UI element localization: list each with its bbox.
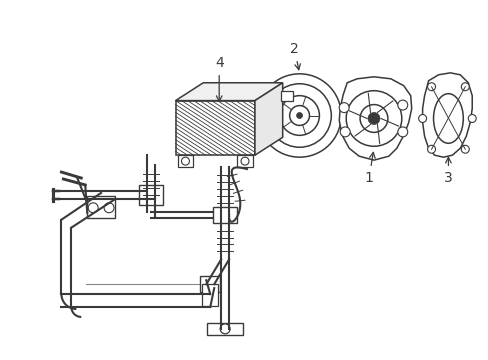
Bar — [202, 284, 218, 306]
Circle shape — [468, 114, 475, 122]
Circle shape — [220, 324, 230, 334]
Circle shape — [460, 83, 468, 91]
Bar — [207, 323, 243, 335]
Circle shape — [104, 203, 114, 213]
Circle shape — [359, 105, 387, 132]
Text: 2: 2 — [290, 42, 300, 70]
Circle shape — [397, 127, 407, 137]
Polygon shape — [254, 83, 282, 155]
Circle shape — [88, 203, 98, 213]
Circle shape — [427, 83, 435, 91]
Bar — [200, 276, 220, 292]
Bar — [175, 100, 254, 155]
Ellipse shape — [433, 94, 462, 143]
Bar — [213, 207, 237, 223]
Circle shape — [418, 114, 426, 122]
Bar — [177, 155, 193, 167]
Circle shape — [397, 100, 407, 110]
Circle shape — [367, 113, 379, 125]
Bar — [280, 91, 292, 100]
Circle shape — [427, 145, 435, 153]
Circle shape — [340, 127, 349, 137]
Text: 4: 4 — [214, 56, 223, 102]
Circle shape — [241, 157, 248, 165]
Polygon shape — [422, 73, 471, 157]
Circle shape — [460, 145, 468, 153]
Bar — [139, 185, 163, 205]
Text: 1: 1 — [364, 152, 374, 185]
Bar — [237, 155, 252, 167]
Circle shape — [339, 103, 348, 113]
Polygon shape — [339, 77, 411, 160]
Circle shape — [296, 113, 302, 118]
Circle shape — [289, 105, 309, 125]
Bar — [87, 196, 115, 218]
Text: 3: 3 — [443, 157, 452, 185]
Polygon shape — [175, 83, 282, 100]
Circle shape — [181, 157, 189, 165]
Circle shape — [346, 91, 401, 146]
